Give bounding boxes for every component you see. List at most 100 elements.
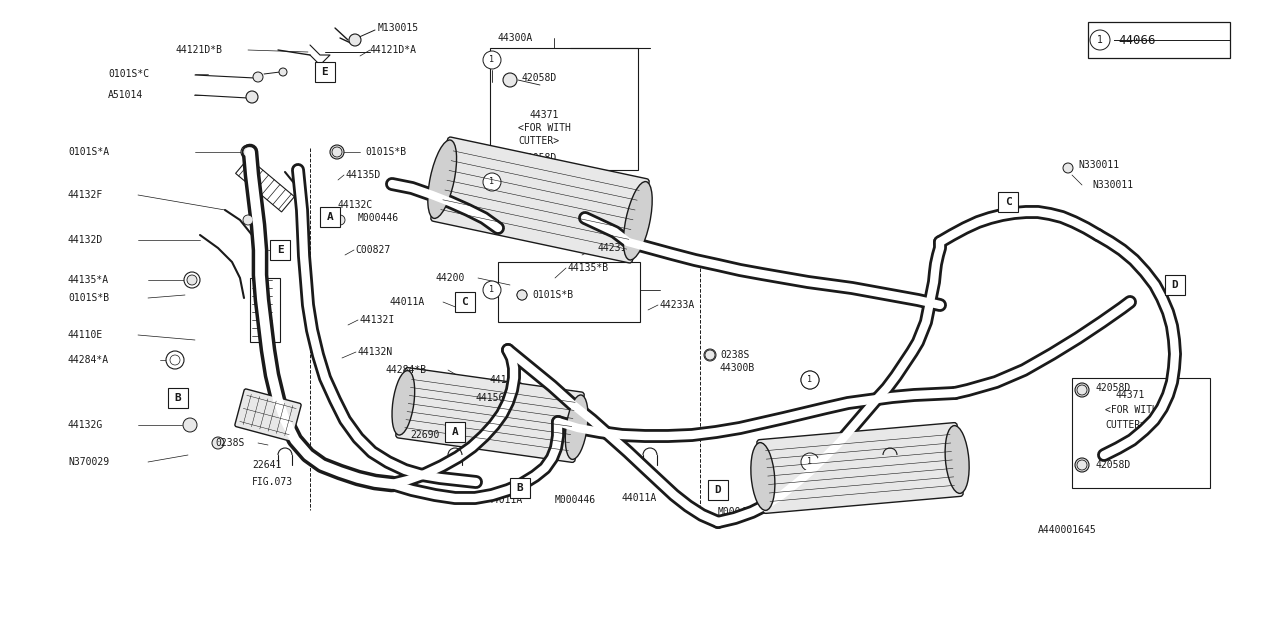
Circle shape: [517, 290, 527, 300]
FancyBboxPatch shape: [509, 478, 530, 498]
FancyBboxPatch shape: [270, 240, 291, 260]
FancyBboxPatch shape: [236, 158, 294, 212]
Text: 44011A: 44011A: [622, 493, 657, 503]
Text: 44371: 44371: [1115, 390, 1144, 400]
Ellipse shape: [566, 395, 588, 460]
FancyBboxPatch shape: [315, 62, 335, 82]
Circle shape: [1076, 460, 1087, 470]
Text: 1: 1: [489, 285, 494, 294]
Circle shape: [243, 147, 253, 157]
Bar: [250, 278, 280, 342]
Text: C: C: [462, 297, 468, 307]
FancyBboxPatch shape: [708, 480, 728, 500]
Text: N330011: N330011: [1092, 180, 1133, 190]
Circle shape: [243, 215, 253, 225]
Text: 0101S*A: 0101S*A: [68, 147, 109, 157]
Text: 44132D: 44132D: [68, 235, 104, 245]
Text: 44132C: 44132C: [338, 200, 374, 210]
Text: B: B: [517, 483, 524, 493]
Text: 44135D: 44135D: [346, 170, 380, 180]
Circle shape: [1075, 458, 1089, 472]
Text: 44284*A: 44284*A: [68, 355, 109, 365]
Text: A51014: A51014: [108, 90, 143, 100]
Bar: [1073, 378, 1210, 488]
Circle shape: [166, 351, 184, 369]
Circle shape: [483, 281, 500, 299]
Text: M130015: M130015: [378, 23, 419, 33]
Text: 22690: 22690: [410, 430, 439, 440]
Text: 44132I: 44132I: [360, 315, 396, 325]
Circle shape: [184, 272, 200, 288]
Circle shape: [503, 73, 517, 87]
Text: 42058D: 42058D: [522, 73, 557, 83]
Circle shape: [1075, 383, 1089, 397]
Text: 44156: 44156: [475, 393, 504, 403]
Ellipse shape: [623, 182, 653, 260]
Text: 44132F: 44132F: [68, 190, 104, 200]
Circle shape: [349, 34, 361, 46]
Text: D: D: [1171, 280, 1179, 290]
Circle shape: [187, 275, 197, 285]
Text: 44200: 44200: [435, 273, 465, 283]
Text: 22641: 22641: [252, 460, 282, 470]
Circle shape: [170, 355, 180, 365]
FancyBboxPatch shape: [756, 422, 963, 513]
Text: 0101S*B: 0101S*B: [365, 147, 406, 157]
Text: M000446: M000446: [718, 507, 759, 517]
Text: <FOR WITH: <FOR WITH: [518, 123, 571, 133]
Circle shape: [183, 418, 197, 432]
Circle shape: [332, 147, 342, 157]
Text: D: D: [714, 485, 722, 495]
Text: FIG.073: FIG.073: [252, 477, 293, 487]
Circle shape: [246, 91, 259, 103]
Circle shape: [705, 350, 716, 360]
Ellipse shape: [945, 426, 969, 493]
Circle shape: [483, 51, 500, 69]
Circle shape: [483, 173, 500, 191]
Text: 44121D*B: 44121D*B: [175, 45, 221, 55]
Circle shape: [801, 371, 819, 389]
FancyBboxPatch shape: [431, 137, 649, 263]
Text: B: B: [174, 393, 182, 403]
Text: 0238S: 0238S: [719, 350, 749, 360]
Circle shape: [801, 371, 819, 389]
Text: E: E: [276, 245, 283, 255]
Text: 42058D: 42058D: [522, 153, 557, 163]
Text: 1: 1: [489, 177, 494, 186]
Text: 0101S*B: 0101S*B: [68, 293, 109, 303]
FancyBboxPatch shape: [454, 292, 475, 312]
Text: 44110E: 44110E: [68, 330, 104, 340]
Text: 44284*B: 44284*B: [385, 365, 426, 375]
Circle shape: [330, 145, 344, 159]
Text: 44233A: 44233A: [660, 300, 695, 310]
Text: 0101S*B: 0101S*B: [532, 290, 573, 300]
Text: C: C: [1005, 197, 1011, 207]
Text: 44132G: 44132G: [68, 420, 104, 430]
Text: C00827: C00827: [355, 245, 390, 255]
Bar: [1088, 22, 1230, 58]
Circle shape: [801, 453, 819, 471]
Circle shape: [1076, 385, 1087, 395]
Text: 44135*B: 44135*B: [568, 263, 609, 273]
Ellipse shape: [751, 443, 774, 510]
Text: M000446: M000446: [358, 213, 399, 223]
Circle shape: [704, 349, 716, 361]
Text: 44371: 44371: [530, 110, 559, 120]
Bar: [498, 262, 640, 322]
Ellipse shape: [428, 140, 457, 218]
Text: N370029: N370029: [68, 457, 109, 467]
FancyBboxPatch shape: [396, 367, 584, 462]
FancyBboxPatch shape: [168, 388, 188, 408]
Text: 44300A: 44300A: [498, 33, 534, 43]
FancyBboxPatch shape: [320, 207, 340, 227]
Text: E: E: [321, 67, 329, 77]
Text: CUTTER>: CUTTER>: [518, 136, 559, 146]
Bar: [490, 48, 637, 170]
FancyBboxPatch shape: [234, 389, 301, 441]
Text: A440001645: A440001645: [1038, 525, 1097, 535]
Text: M000446: M000446: [556, 495, 596, 505]
Text: 44011A: 44011A: [390, 297, 425, 307]
Text: 1: 1: [808, 376, 813, 385]
Circle shape: [335, 215, 346, 225]
Text: N330011: N330011: [1078, 160, 1119, 170]
